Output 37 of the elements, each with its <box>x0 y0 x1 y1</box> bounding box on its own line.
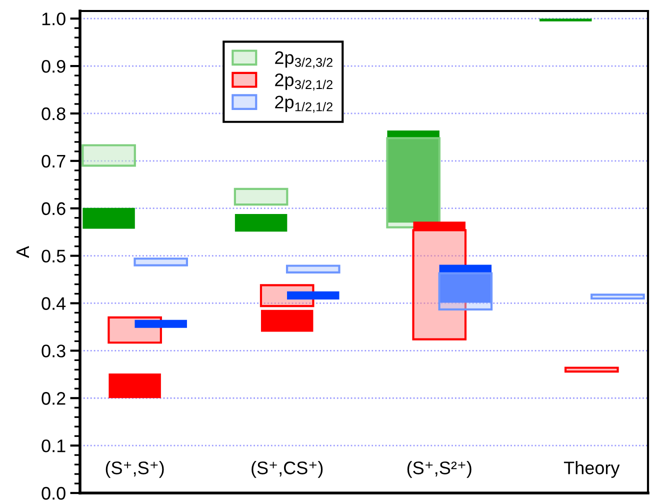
y-tick-label: 0.3 <box>42 344 66 358</box>
y-tick-label: 0.9 <box>42 60 66 73</box>
bar <box>134 320 187 328</box>
bar <box>413 222 466 230</box>
bar <box>287 291 340 300</box>
y-tick-label: 0.1 <box>42 439 66 452</box>
y-tick-label: 0.6 <box>42 202 66 216</box>
y-tick-label: 0.8 <box>42 107 66 120</box>
bar <box>439 264 492 303</box>
y-tick-label: 1.0 <box>42 12 66 26</box>
bar <box>540 18 592 22</box>
bar <box>108 373 161 398</box>
legend-label: 2p$_{3/2,3/2}$ <box>275 51 332 68</box>
bar <box>438 272 493 310</box>
bar <box>386 137 440 228</box>
y-tick-label: 0.7 <box>42 154 66 168</box>
x-tick-label: (S⁺,CS⁺) <box>252 461 323 478</box>
y-axis-title: A <box>16 246 29 258</box>
y-tick-label: 0.2 <box>42 392 66 405</box>
bar <box>82 144 136 167</box>
bar <box>286 264 340 274</box>
y-tick-label: 0.4 <box>42 297 66 310</box>
y-tick-label: 0.5 <box>42 250 66 263</box>
bar <box>590 294 645 300</box>
x-tick-label: (S⁺,S²⁺) <box>407 461 472 478</box>
y-tick-label: 0.0 <box>42 486 66 500</box>
x-tick-label: Theory <box>564 461 620 478</box>
legend-label: 2p$_{1/2,1/2}$ <box>275 96 332 113</box>
bar <box>82 208 135 229</box>
bar <box>260 310 314 332</box>
bar <box>387 130 440 223</box>
bar <box>134 258 188 266</box>
legend-label: 2p$_{3/2,1/2}$ <box>275 73 332 91</box>
bar <box>234 214 288 232</box>
x-tick-label: (S⁺,S⁺) <box>106 461 164 478</box>
bar <box>234 188 288 206</box>
bar <box>564 366 619 373</box>
